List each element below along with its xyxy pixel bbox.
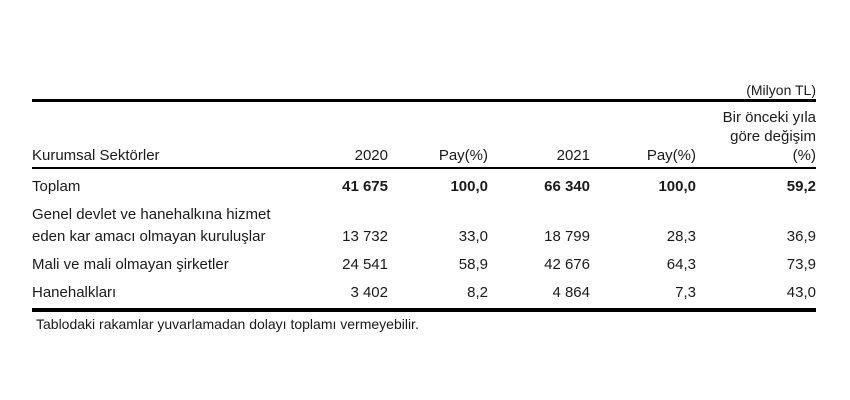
table-body: Toplam 41 675 100,0 66 340 100,0 59,2 Ge…: [32, 168, 816, 312]
header-sector: Kurumsal Sektörler: [32, 100, 332, 169]
share-2020: 8,2: [388, 279, 488, 312]
table-header: Kurumsal Sektörler 2020 Pay(%) 2021 Pay(…: [32, 100, 816, 169]
share-2021: 64,3: [666, 256, 696, 273]
header-share-2020: Pay(%): [388, 100, 488, 169]
value-2021: 66 340: [544, 178, 590, 195]
row-label: Hanehalkları: [32, 279, 332, 312]
row-label: Mali ve mali olmayan şirketler: [32, 256, 229, 273]
table-footnote: Tablodaki rakamlar yuvarlamadan dolayı t…: [36, 316, 419, 332]
share-2020: 100,0: [450, 178, 488, 195]
table-row-households: Hanehalkları 3 402 8,2 4 864 7,3 43,0: [32, 279, 816, 312]
table-row-total: Toplam 41 675 100,0 66 340 100,0 59,2: [32, 168, 816, 201]
row-label: Toplam: [32, 178, 81, 195]
share-2021: 7,3: [590, 279, 696, 312]
header-year-2020: 2020: [332, 100, 388, 169]
share-2020: 33,0: [458, 228, 488, 245]
share-2020: 58,9: [458, 256, 488, 273]
header-annual-change-line1: Bir önceki yıla: [722, 109, 816, 126]
value-2020: 41 675: [342, 178, 388, 195]
header-annual-change-line3: (%): [792, 147, 816, 164]
annual-change: 59,2: [786, 178, 816, 195]
unit-label: (Milyon TL): [746, 82, 816, 98]
header-annual-change-line2: göre değişim: [730, 128, 816, 145]
table-row-general-government: Genel devlet ve hanehalkına hizmet eden …: [32, 201, 816, 251]
annual-change: 43,0: [696, 279, 816, 312]
value-2020: 13 732: [342, 228, 388, 245]
statistics-table-block: (Milyon TL) Kurumsal Sektörler 2020 Pay(…: [32, 83, 816, 332]
value-2021: 4 864: [488, 279, 590, 312]
value-2020: 24 541: [342, 256, 388, 273]
share-2021: 28,3: [666, 228, 696, 245]
header-year-2021: 2021: [488, 100, 590, 169]
institutional-sectors-table: Kurumsal Sektörler 2020 Pay(%) 2021 Pay(…: [32, 99, 816, 312]
header-share-2021: Pay(%): [590, 100, 696, 169]
share-2021: 100,0: [658, 178, 696, 195]
value-2021: 42 676: [544, 256, 590, 273]
row-label-line2: eden kar amacı olmayan kuruluşlar: [32, 228, 266, 245]
value-2020: 3 402: [332, 279, 388, 312]
value-2021: 18 799: [544, 228, 590, 245]
row-label: Genel devlet ve hanehalkına hizmet eden …: [32, 201, 332, 251]
row-label-line1: Genel devlet ve hanehalkına hizmet: [32, 206, 271, 223]
annual-change: 36,9: [786, 228, 816, 245]
annual-change: 73,9: [786, 256, 816, 273]
table-row-financial-nonfinancial: Mali ve mali olmayan şirketler 24 541 58…: [32, 251, 816, 279]
header-annual-change: Bir önceki yıla göre değişim (%): [696, 100, 816, 169]
